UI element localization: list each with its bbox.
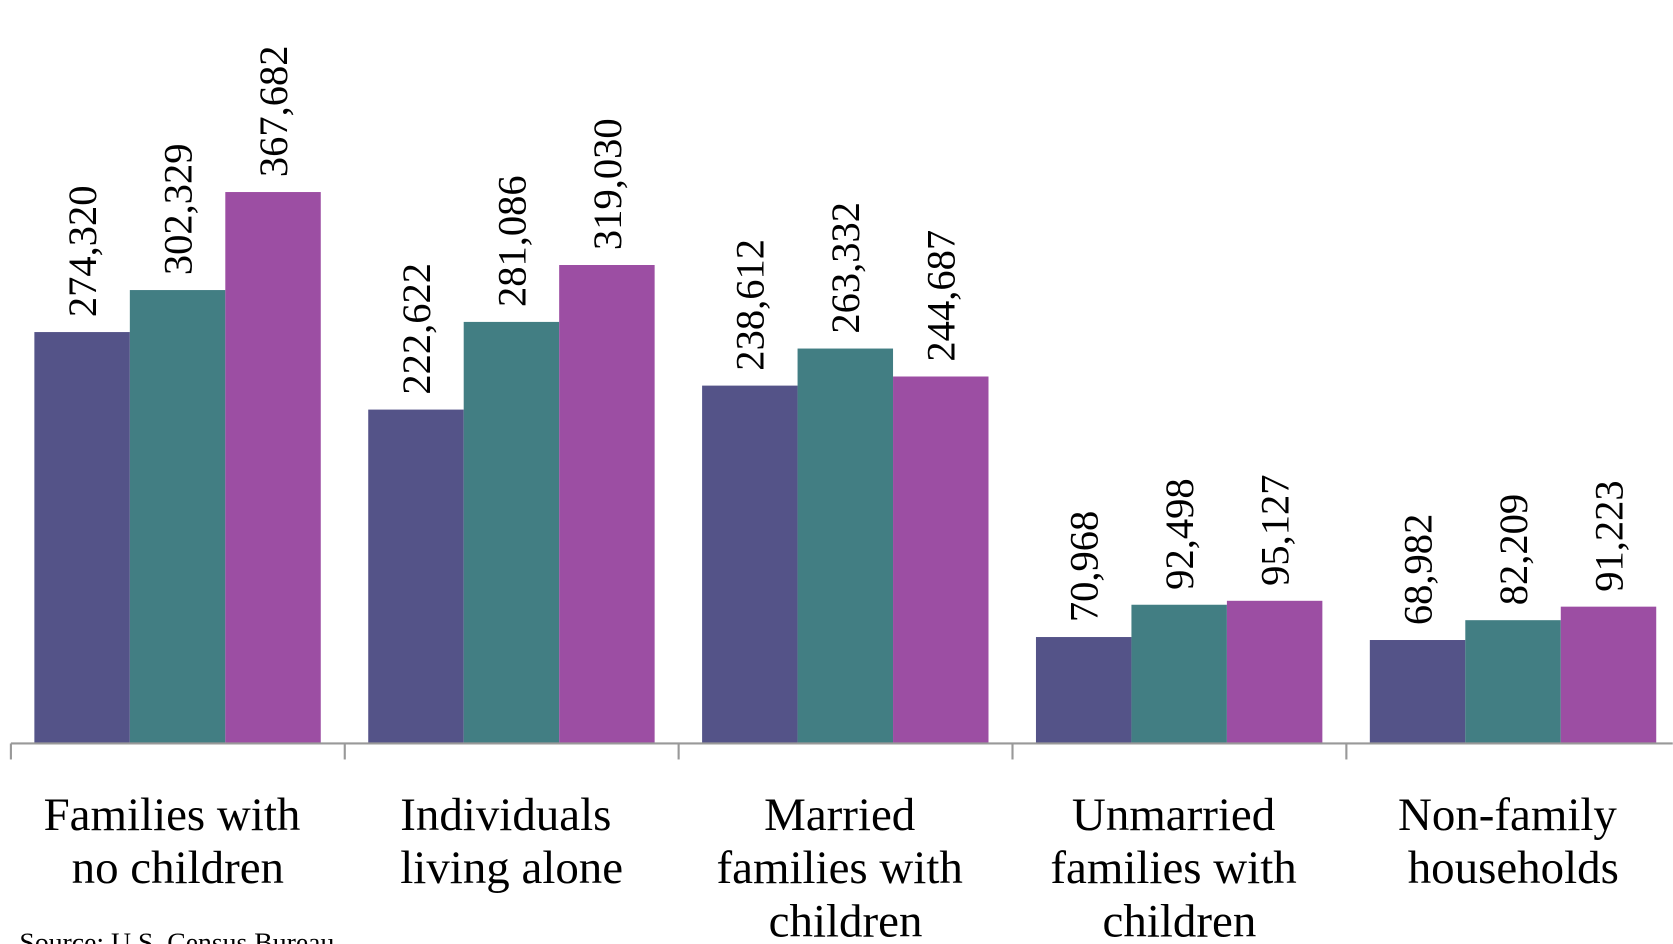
data-label: 82,209: [1491, 494, 1536, 605]
data-label: 263,332: [823, 202, 868, 334]
x-tick-label: Non-family households: [1398, 789, 1629, 894]
data-label: 68,982: [1395, 514, 1440, 625]
bar: [463, 321, 560, 744]
x-tick-label: Individuals living alone: [400, 789, 623, 894]
data-label: 244,687: [919, 230, 964, 362]
bar: [893, 376, 989, 744]
bar: [1465, 620, 1561, 744]
bar: [702, 385, 798, 744]
data-label: 92,498: [1157, 478, 1202, 589]
data-label: 91,223: [1586, 480, 1631, 591]
bar: [559, 265, 655, 744]
bar: [129, 290, 226, 744]
bar: [797, 348, 894, 744]
x-tick-label: Unmarried families with children: [1050, 789, 1308, 944]
x-tick-label: Families with no children: [44, 789, 313, 894]
data-label: 367,682: [251, 45, 296, 177]
bar: [1131, 604, 1227, 744]
bar: [1560, 606, 1657, 744]
bar: [368, 409, 464, 744]
data-label: 281,086: [489, 175, 534, 307]
data-label: 222,622: [394, 263, 439, 395]
bar: [34, 332, 130, 744]
data-label: 70,968: [1062, 511, 1107, 622]
data-label: 95,127: [1253, 474, 1298, 585]
bar: [1369, 640, 1466, 744]
x-tick-label: Married families with children: [717, 789, 975, 944]
data-label: 302,329: [155, 143, 200, 275]
bar: [225, 192, 321, 744]
bar: [1035, 637, 1132, 744]
data-label: 238,612: [728, 239, 773, 371]
source-note: Source: U.S. Census Bureau: [19, 926, 334, 944]
data-label: 319,030: [585, 118, 630, 250]
bar: [1226, 600, 1323, 744]
data-label: 274,320: [60, 185, 105, 317]
